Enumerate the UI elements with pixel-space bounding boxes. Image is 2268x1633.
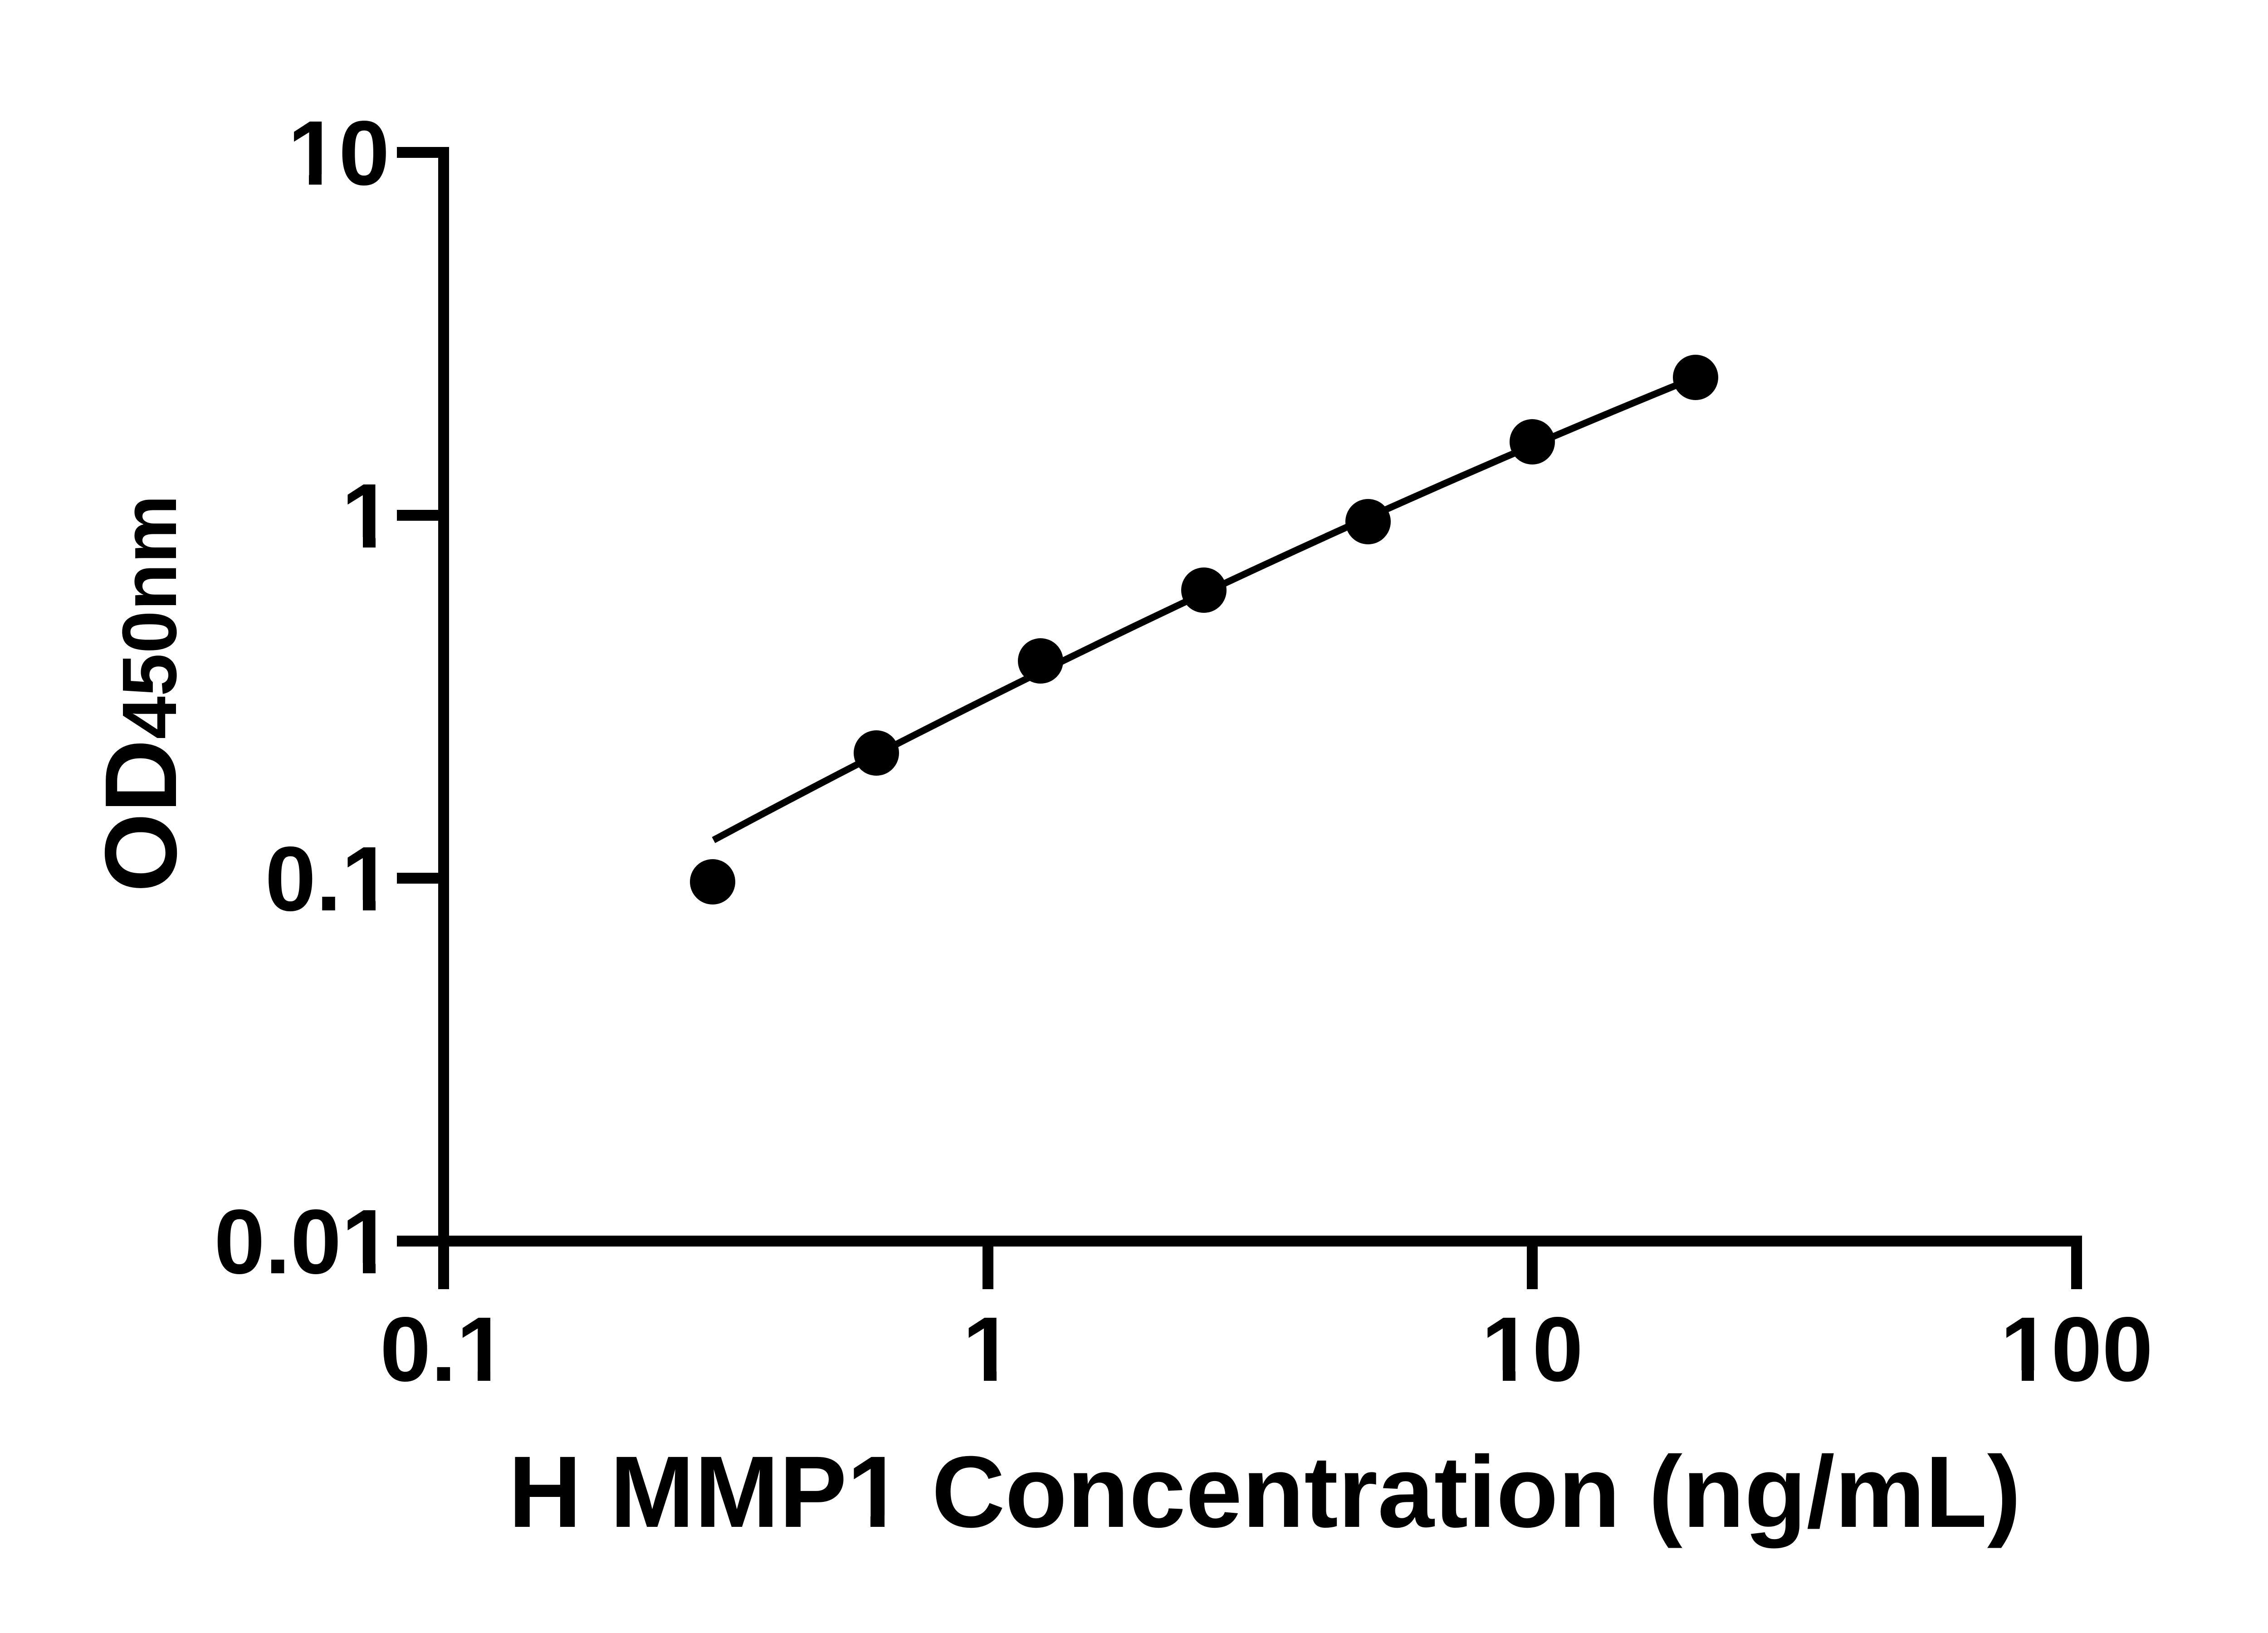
svg-text:1: 1: [963, 1298, 1013, 1400]
svg-text:0.01: 0.01: [214, 1190, 392, 1293]
svg-text:0.1: 0.1: [265, 827, 392, 930]
svg-text:100: 100: [2000, 1298, 2153, 1400]
svg-text:OD450nm: OD450nm: [83, 495, 198, 892]
svg-text:10: 10: [288, 102, 390, 204]
svg-text:H MMP1 Concentration (ng/mL): H MMP1 Concentration (ng/mL): [508, 1435, 2021, 1549]
svg-text:1: 1: [342, 464, 392, 567]
svg-text:0.1: 0.1: [380, 1298, 508, 1400]
svg-text:10: 10: [1481, 1298, 1584, 1400]
